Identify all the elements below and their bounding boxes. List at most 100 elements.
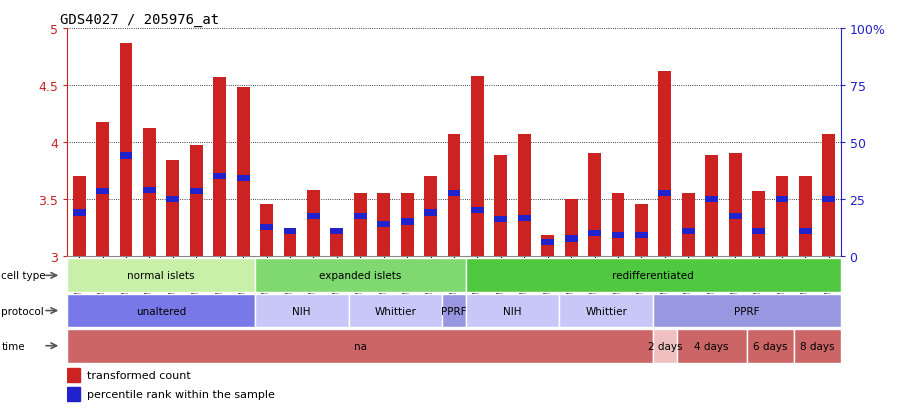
Text: 6 days: 6 days (753, 341, 788, 351)
Text: protocol: protocol (1, 306, 44, 316)
Bar (354, 194, 367, 256)
Bar (96, 188, 109, 195)
Bar (424, 176, 437, 256)
Bar (283, 228, 297, 234)
Text: unaltered: unaltered (136, 306, 186, 316)
Bar (67, 259, 254, 292)
Bar (120, 44, 132, 256)
Bar (635, 205, 648, 256)
Bar (565, 199, 577, 256)
Bar (611, 233, 625, 239)
Text: percentile rank within the sample: percentile rank within the sample (87, 389, 275, 399)
Bar (378, 194, 390, 256)
Bar (494, 156, 507, 256)
Bar (67, 294, 254, 328)
Bar (143, 129, 156, 256)
Text: Whittier: Whittier (585, 306, 628, 316)
Bar (236, 88, 250, 256)
Bar (799, 176, 812, 256)
Bar (424, 210, 437, 216)
Bar (67, 387, 80, 401)
Bar (471, 207, 484, 214)
Text: transformed count: transformed count (87, 370, 191, 380)
Bar (67, 368, 80, 382)
Bar (466, 259, 841, 292)
Bar (559, 294, 654, 328)
Bar (254, 294, 349, 328)
Bar (541, 235, 554, 256)
Bar (823, 135, 835, 256)
Bar (729, 154, 742, 256)
Bar (747, 329, 794, 363)
Bar (213, 78, 227, 256)
Bar (706, 196, 718, 202)
Text: 8 days: 8 days (800, 341, 834, 351)
Text: time: time (1, 341, 25, 351)
Bar (331, 231, 343, 256)
Bar (283, 231, 297, 256)
Text: Whittier: Whittier (375, 306, 416, 316)
Text: cell type: cell type (1, 271, 46, 281)
Bar (401, 194, 414, 256)
Text: GDS4027 / 205976_at: GDS4027 / 205976_at (59, 12, 218, 26)
Bar (254, 259, 466, 292)
Bar (794, 329, 841, 363)
Bar (654, 294, 841, 328)
Bar (541, 239, 554, 246)
Text: NIH: NIH (292, 306, 311, 316)
Text: expanded islets: expanded islets (319, 271, 402, 281)
Bar (354, 213, 367, 219)
Bar (681, 228, 695, 234)
Bar (706, 156, 718, 256)
Bar (190, 188, 203, 195)
Bar (442, 294, 466, 328)
Bar (67, 329, 654, 363)
Text: NIH: NIH (503, 306, 521, 316)
Bar (73, 210, 85, 216)
Bar (448, 135, 460, 256)
Bar (823, 196, 835, 202)
Text: na: na (354, 341, 367, 351)
Bar (518, 216, 530, 222)
Bar (213, 173, 227, 180)
Bar (471, 76, 484, 256)
Bar (611, 194, 625, 256)
Bar (349, 294, 442, 328)
Bar (677, 329, 747, 363)
Bar (654, 329, 677, 363)
Bar (494, 216, 507, 223)
Text: normal islets: normal islets (128, 271, 195, 281)
Bar (260, 205, 273, 256)
Bar (96, 123, 109, 256)
Bar (658, 190, 672, 197)
Bar (565, 236, 577, 242)
Bar (466, 294, 559, 328)
Bar (73, 176, 85, 256)
Bar (752, 191, 765, 256)
Bar (331, 228, 343, 234)
Bar (681, 194, 695, 256)
Bar (307, 190, 320, 256)
Text: redifferentiated: redifferentiated (612, 271, 694, 281)
Bar (307, 213, 320, 219)
Bar (236, 176, 250, 182)
Bar (518, 135, 530, 256)
Bar (190, 146, 203, 256)
Text: PPRF: PPRF (441, 306, 467, 316)
Bar (588, 154, 601, 256)
Bar (378, 221, 390, 228)
Bar (776, 196, 788, 202)
Bar (635, 233, 648, 239)
Bar (143, 187, 156, 193)
Text: 4 days: 4 days (694, 341, 729, 351)
Bar (752, 228, 765, 234)
Bar (166, 196, 179, 202)
Bar (166, 161, 179, 256)
Bar (448, 190, 460, 197)
Bar (401, 219, 414, 225)
Bar (658, 72, 672, 256)
Bar (799, 228, 812, 234)
Bar (776, 176, 788, 256)
Text: PPRF: PPRF (734, 306, 760, 316)
Bar (260, 225, 273, 231)
